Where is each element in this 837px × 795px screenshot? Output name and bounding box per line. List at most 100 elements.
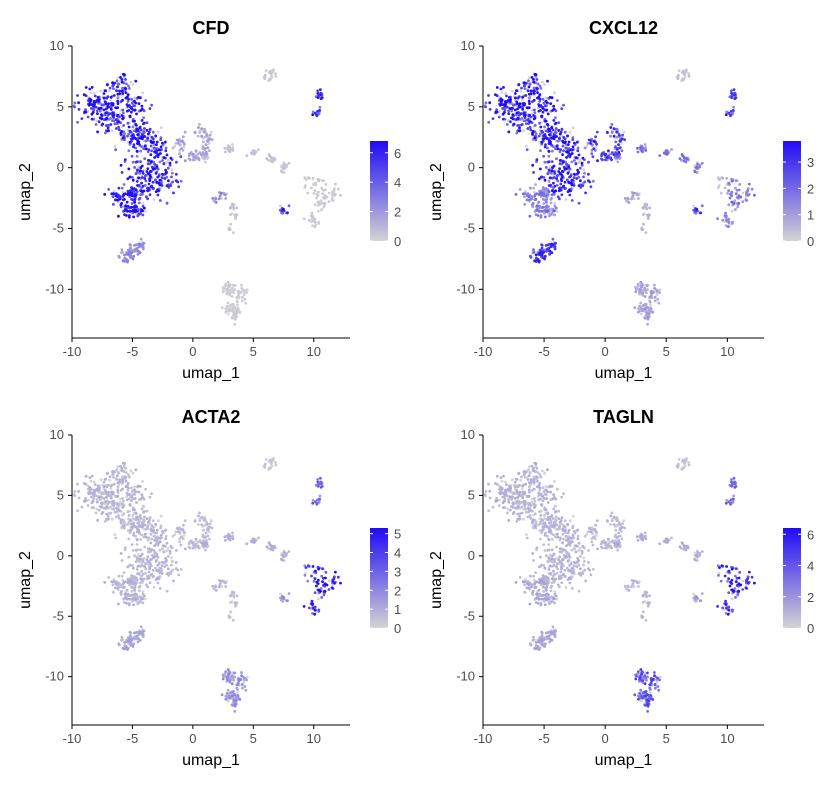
cell-point [149, 153, 152, 156]
cell-point [180, 568, 183, 571]
cell-point [522, 129, 525, 132]
cell-point [110, 192, 113, 195]
cell-point [314, 570, 317, 573]
cell-point [244, 689, 247, 692]
cell-point [735, 192, 738, 195]
cell-point [549, 96, 552, 99]
cell-point [153, 544, 156, 547]
cell-point [161, 159, 164, 162]
cell-point [731, 180, 734, 183]
legend-tick-label: 6 [394, 146, 401, 161]
cell-point [123, 254, 126, 257]
cell-point [118, 187, 121, 190]
cell-point [166, 572, 169, 575]
cell-point [657, 302, 660, 305]
cell-point [315, 581, 318, 584]
cell-point [584, 192, 587, 195]
cell-point [521, 506, 524, 509]
legend-colorbar [783, 141, 801, 241]
cell-point [118, 128, 121, 131]
cell-point [133, 244, 136, 247]
cell-point [198, 519, 201, 522]
cell-point [558, 525, 561, 528]
cell-point [613, 516, 616, 519]
cell-point [138, 491, 141, 494]
cell-point [144, 563, 147, 566]
cell-point [132, 645, 135, 648]
cell-point [725, 215, 728, 218]
cell-point [121, 187, 124, 190]
cell-point [498, 504, 501, 507]
cell-point [552, 105, 555, 108]
cell-point [153, 586, 156, 589]
cell-point [121, 636, 124, 639]
cell-point [146, 189, 149, 192]
cell-point [156, 176, 159, 179]
cell-point [271, 549, 274, 552]
cell-point [194, 156, 197, 159]
cell-point [244, 685, 247, 688]
cell-point [232, 677, 235, 680]
cell-point [139, 150, 142, 153]
cell-point [243, 677, 246, 680]
cell-point [313, 192, 316, 195]
cell-point [634, 290, 637, 293]
cell-point [128, 514, 131, 517]
cell-point [528, 100, 531, 103]
cell-point [171, 181, 174, 184]
cell-point [138, 202, 141, 205]
cell-point [552, 570, 555, 573]
cell-point [648, 594, 651, 597]
cell-point [316, 89, 319, 92]
cell-point [141, 176, 144, 179]
cell-point [646, 316, 649, 319]
cell-point [93, 489, 96, 492]
cell-point [539, 538, 542, 541]
cell-point [553, 210, 556, 213]
cell-point [243, 289, 246, 292]
cell-point [117, 102, 120, 105]
cell-point [150, 149, 153, 152]
cell-point [564, 519, 567, 522]
cell-point [139, 548, 142, 551]
cell-point [121, 78, 124, 81]
cell-point [639, 281, 642, 284]
cell-point [252, 538, 255, 541]
cell-point [139, 555, 142, 558]
cell-point [128, 476, 131, 479]
cell-point [562, 145, 565, 148]
cell-point [120, 202, 123, 205]
cell-point [646, 284, 649, 287]
cell-point [584, 535, 587, 538]
cell-point [331, 580, 334, 583]
cell-point [636, 581, 639, 584]
cell-point [520, 112, 523, 115]
cell-point [228, 538, 231, 541]
cell-point [121, 114, 124, 117]
cell-point [222, 675, 225, 678]
cell-point [268, 541, 271, 544]
cell-point [148, 571, 151, 574]
cell-point [135, 188, 138, 191]
cell-point [578, 542, 581, 545]
cell-point [523, 591, 526, 594]
cell-point [152, 181, 155, 184]
cell-point [229, 601, 232, 604]
cell-point [141, 493, 144, 496]
cell-point [548, 150, 551, 153]
cell-point [337, 188, 340, 191]
cell-point [587, 549, 590, 552]
cell-point [316, 481, 319, 484]
cell-point [146, 555, 149, 558]
cell-point [198, 131, 201, 134]
cell-point [170, 176, 173, 179]
cell-point [240, 671, 243, 674]
cell-point [142, 536, 145, 539]
cell-point [120, 590, 123, 593]
cell-point [139, 189, 142, 192]
cell-point [572, 126, 575, 129]
cell-point [202, 145, 205, 148]
cell-point [144, 488, 147, 491]
cell-point [234, 700, 237, 703]
